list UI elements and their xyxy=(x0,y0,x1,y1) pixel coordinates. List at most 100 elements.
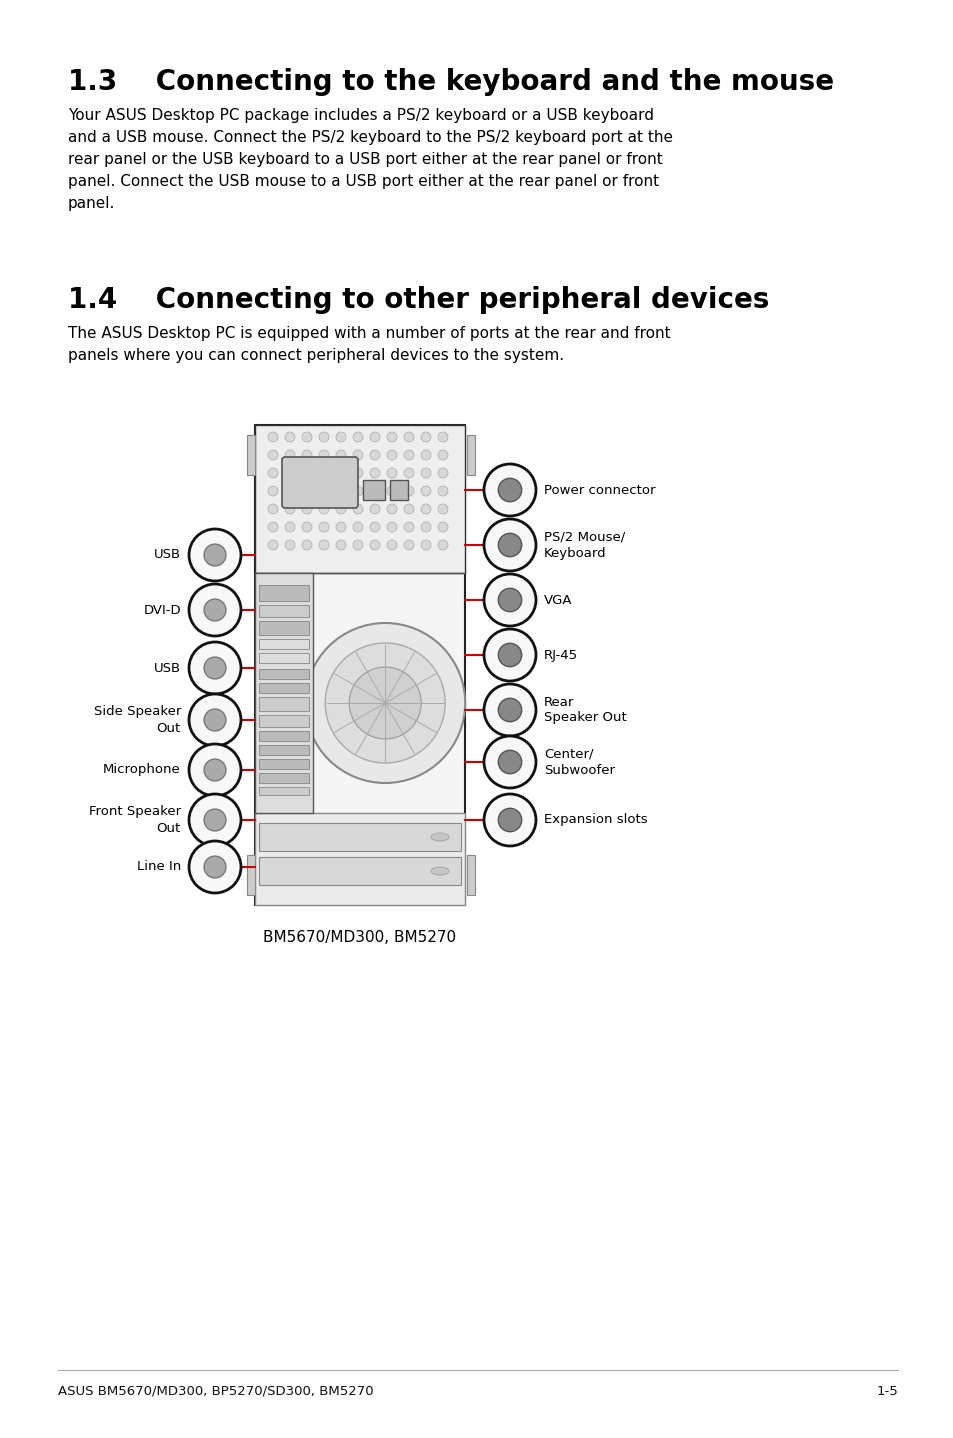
Circle shape xyxy=(353,522,363,532)
Bar xyxy=(258,715,309,728)
Bar xyxy=(258,638,309,649)
Circle shape xyxy=(497,808,521,831)
Circle shape xyxy=(420,450,431,460)
Text: panel. Connect the USB mouse to a USB port either at the rear panel or front: panel. Connect the USB mouse to a USB po… xyxy=(68,174,659,188)
Circle shape xyxy=(204,810,226,831)
Text: USB: USB xyxy=(153,548,181,561)
Circle shape xyxy=(318,431,329,441)
Circle shape xyxy=(318,541,329,549)
Circle shape xyxy=(483,794,536,846)
Circle shape xyxy=(497,699,521,722)
Circle shape xyxy=(387,541,396,549)
Circle shape xyxy=(302,522,312,532)
Circle shape xyxy=(353,467,363,477)
Bar xyxy=(258,787,309,795)
Circle shape xyxy=(353,486,363,496)
Circle shape xyxy=(204,709,226,731)
Circle shape xyxy=(497,533,521,557)
Circle shape xyxy=(483,684,536,736)
Circle shape xyxy=(302,431,312,441)
Text: rear panel or the USB keyboard to a USB port either at the rear panel or front: rear panel or the USB keyboard to a USB … xyxy=(68,152,662,167)
Bar xyxy=(247,856,254,894)
Circle shape xyxy=(189,529,241,581)
Text: VGA: VGA xyxy=(543,594,572,607)
Circle shape xyxy=(387,467,396,477)
Circle shape xyxy=(349,667,421,739)
Bar xyxy=(254,812,464,905)
Circle shape xyxy=(420,541,431,549)
Circle shape xyxy=(353,431,363,441)
Circle shape xyxy=(370,450,379,460)
Circle shape xyxy=(302,467,312,477)
Circle shape xyxy=(189,841,241,893)
Circle shape xyxy=(420,486,431,496)
Circle shape xyxy=(370,522,379,532)
Circle shape xyxy=(335,486,346,496)
Circle shape xyxy=(302,503,312,513)
Text: USB: USB xyxy=(153,661,181,674)
Circle shape xyxy=(335,467,346,477)
Text: Center/
Subwoofer: Center/ Subwoofer xyxy=(543,748,615,777)
Bar xyxy=(247,436,254,475)
Text: Microphone: Microphone xyxy=(103,764,181,777)
Circle shape xyxy=(318,467,329,477)
Text: DVI-D: DVI-D xyxy=(143,604,181,617)
Circle shape xyxy=(318,486,329,496)
Bar xyxy=(258,857,460,884)
Circle shape xyxy=(437,486,448,496)
Circle shape xyxy=(370,486,379,496)
Circle shape xyxy=(268,522,277,532)
Bar xyxy=(254,572,313,812)
Circle shape xyxy=(483,736,536,788)
Text: Line In: Line In xyxy=(136,860,181,873)
Circle shape xyxy=(268,486,277,496)
Circle shape xyxy=(387,522,396,532)
Bar xyxy=(258,621,309,636)
Text: Rear
Speaker Out: Rear Speaker Out xyxy=(543,696,626,725)
Circle shape xyxy=(497,479,521,502)
Text: 1-5: 1-5 xyxy=(876,1385,897,1398)
Text: panels where you can connect peripheral devices to the system.: panels where you can connect peripheral … xyxy=(68,348,563,362)
Text: and a USB mouse. Connect the PS/2 keyboard to the PS/2 keyboard port at the: and a USB mouse. Connect the PS/2 keyboa… xyxy=(68,129,672,145)
Bar xyxy=(258,683,309,693)
Circle shape xyxy=(305,623,465,784)
Bar xyxy=(258,774,309,784)
Circle shape xyxy=(483,628,536,682)
Bar xyxy=(467,436,475,475)
Bar xyxy=(258,745,309,755)
Circle shape xyxy=(387,431,396,441)
Circle shape xyxy=(189,584,241,636)
Circle shape xyxy=(302,486,312,496)
Circle shape xyxy=(497,588,521,611)
Circle shape xyxy=(420,467,431,477)
Circle shape xyxy=(420,503,431,513)
Bar xyxy=(254,426,464,572)
Circle shape xyxy=(318,450,329,460)
Circle shape xyxy=(285,450,294,460)
Circle shape xyxy=(189,695,241,746)
Circle shape xyxy=(387,486,396,496)
Circle shape xyxy=(302,541,312,549)
Ellipse shape xyxy=(431,867,449,874)
Circle shape xyxy=(437,467,448,477)
Circle shape xyxy=(268,503,277,513)
Circle shape xyxy=(204,600,226,621)
Circle shape xyxy=(285,467,294,477)
Text: Your ASUS Desktop PC package includes a PS/2 keyboard or a USB keyboard: Your ASUS Desktop PC package includes a … xyxy=(68,108,654,124)
Text: The ASUS Desktop PC is equipped with a number of ports at the rear and front: The ASUS Desktop PC is equipped with a n… xyxy=(68,326,670,341)
Bar xyxy=(258,653,309,663)
Circle shape xyxy=(204,657,226,679)
Circle shape xyxy=(370,431,379,441)
Circle shape xyxy=(420,431,431,441)
Circle shape xyxy=(325,643,445,764)
Circle shape xyxy=(403,522,414,532)
Circle shape xyxy=(204,759,226,781)
Circle shape xyxy=(189,743,241,797)
Bar xyxy=(258,669,309,679)
Circle shape xyxy=(285,522,294,532)
Bar xyxy=(467,856,475,894)
Circle shape xyxy=(497,751,521,774)
Circle shape xyxy=(483,574,536,626)
Circle shape xyxy=(437,522,448,532)
Circle shape xyxy=(483,519,536,571)
